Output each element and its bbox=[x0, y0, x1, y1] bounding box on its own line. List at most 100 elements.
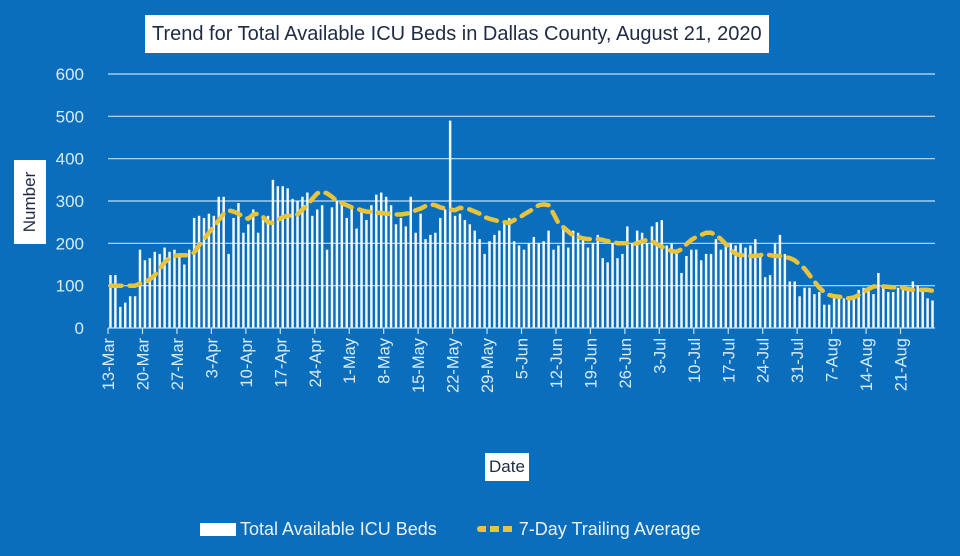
bar bbox=[306, 192, 309, 328]
bar bbox=[763, 277, 767, 328]
bar bbox=[266, 215, 270, 328]
bar bbox=[655, 222, 659, 328]
bar bbox=[379, 192, 383, 328]
bar bbox=[384, 196, 388, 328]
bar bbox=[286, 188, 289, 328]
bar bbox=[591, 243, 595, 328]
bar bbox=[729, 243, 732, 328]
bar bbox=[478, 239, 481, 328]
bar bbox=[389, 205, 393, 328]
bar bbox=[409, 196, 412, 328]
x-tick-label: 26-Jun bbox=[617, 338, 635, 388]
bar bbox=[601, 258, 604, 328]
bar bbox=[493, 234, 496, 328]
bar bbox=[759, 253, 762, 328]
bar bbox=[483, 253, 486, 328]
bar bbox=[926, 298, 929, 328]
bar bbox=[153, 251, 156, 328]
bar bbox=[173, 249, 176, 328]
bar bbox=[192, 217, 196, 328]
bar bbox=[783, 253, 787, 328]
bar bbox=[522, 249, 526, 328]
bar bbox=[882, 285, 885, 328]
x-tick-label: 3-Jul bbox=[651, 338, 669, 374]
x-tick-label: 8-May bbox=[376, 337, 394, 384]
bar bbox=[458, 213, 462, 328]
bar bbox=[931, 300, 934, 328]
y-tick-label: 500 bbox=[56, 107, 84, 126]
bar bbox=[532, 236, 536, 328]
bar bbox=[906, 287, 910, 328]
bar bbox=[163, 247, 166, 328]
bar bbox=[542, 241, 545, 328]
bar bbox=[256, 232, 260, 328]
bar bbox=[793, 281, 796, 328]
bar bbox=[128, 296, 132, 328]
bar bbox=[847, 300, 851, 328]
bar bbox=[896, 287, 900, 328]
y-axis-label: Number bbox=[20, 171, 39, 233]
bar bbox=[818, 292, 821, 328]
bar bbox=[616, 258, 619, 328]
bar bbox=[631, 243, 634, 328]
bar bbox=[754, 239, 757, 328]
bar bbox=[271, 179, 275, 328]
bar bbox=[547, 230, 550, 328]
legend-swatch-bars bbox=[200, 522, 236, 536]
x-tick-label: 20-Mar bbox=[134, 337, 152, 390]
y-axis-label-box bbox=[14, 160, 46, 244]
bar bbox=[739, 243, 742, 328]
bar bbox=[827, 304, 831, 328]
bar bbox=[133, 296, 137, 328]
bar bbox=[596, 234, 600, 328]
bar bbox=[207, 213, 211, 328]
bar bbox=[448, 120, 452, 328]
bar bbox=[370, 205, 373, 328]
bar bbox=[232, 217, 235, 328]
bar bbox=[660, 220, 664, 328]
legend: Total Available ICU Beds 7-Day Trailing … bbox=[200, 515, 701, 543]
bar bbox=[867, 289, 870, 328]
x-tick-label: 27-Mar bbox=[169, 337, 187, 390]
bar bbox=[862, 287, 865, 328]
x-tick-label: 14-Aug bbox=[858, 338, 876, 391]
bar bbox=[719, 249, 723, 328]
y-tick-label: 0 bbox=[75, 319, 84, 338]
bar bbox=[114, 275, 117, 328]
bar bbox=[744, 247, 747, 328]
y-tick-label: 600 bbox=[56, 65, 84, 84]
y-tick-label: 400 bbox=[56, 150, 84, 169]
bar bbox=[222, 196, 225, 328]
x-tick-label: 10-Jul bbox=[686, 338, 704, 383]
bar bbox=[724, 245, 728, 328]
bar bbox=[463, 220, 467, 328]
bar bbox=[680, 272, 683, 328]
bar bbox=[330, 207, 334, 328]
bar bbox=[621, 253, 624, 328]
bar bbox=[887, 292, 890, 328]
trend-line bbox=[108, 189, 935, 301]
bar bbox=[517, 245, 521, 328]
bar bbox=[571, 230, 575, 328]
bar bbox=[119, 306, 122, 328]
x-tick-label: 19-Jun bbox=[582, 338, 600, 388]
bar bbox=[645, 243, 649, 328]
bar bbox=[158, 253, 161, 328]
bar bbox=[803, 287, 806, 328]
bar bbox=[419, 213, 422, 328]
bar bbox=[916, 285, 920, 328]
bar bbox=[640, 232, 644, 328]
legend-swatch-line bbox=[476, 526, 515, 532]
bar bbox=[311, 215, 314, 328]
bar bbox=[315, 209, 319, 328]
bar bbox=[877, 272, 880, 328]
bar bbox=[168, 251, 171, 328]
bar bbox=[123, 302, 127, 328]
bar bbox=[498, 230, 501, 328]
bar bbox=[537, 243, 540, 328]
bar bbox=[183, 264, 186, 328]
bar bbox=[394, 224, 398, 328]
bar bbox=[301, 196, 304, 328]
x-tick-label: 1-May bbox=[341, 337, 359, 384]
